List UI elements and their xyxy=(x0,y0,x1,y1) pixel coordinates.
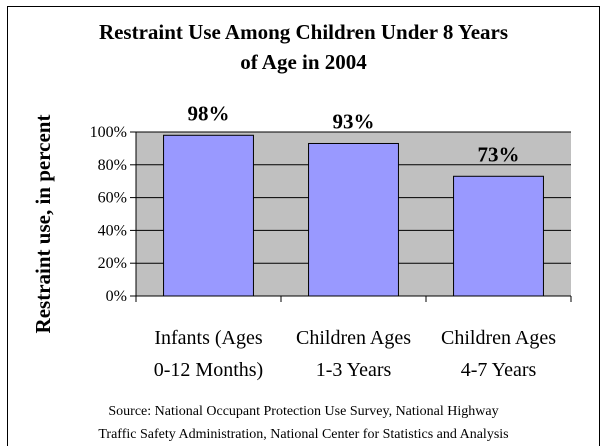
y-tick-label-2: 40% xyxy=(98,222,127,239)
data-label-0: 98% xyxy=(188,101,230,125)
y-tick-label-1: 20% xyxy=(98,255,127,272)
category-label-1-0: Children Ages xyxy=(296,327,411,349)
bar-1 xyxy=(308,142,399,297)
data-label-2: 73% xyxy=(478,142,520,166)
y-tick-label-5: 100% xyxy=(90,124,127,141)
data-label-1: 93% xyxy=(333,109,375,133)
category-label-1-1: 1-3 Years xyxy=(316,359,392,381)
source-line-2: Traffic Safety Administration, National … xyxy=(98,427,509,442)
source-line-1: Source: National Occupant Protection Use… xyxy=(108,404,499,419)
category-label-2-1: 4-7 Years xyxy=(461,359,537,381)
y-tick-label-3: 60% xyxy=(98,190,127,207)
bar-0 xyxy=(163,134,254,297)
category-label-2-0: Children Ages xyxy=(441,327,556,349)
bar-2 xyxy=(453,175,544,297)
y-axis-title: Restraint use, in percent xyxy=(31,115,55,334)
y-tick-label-0: 0% xyxy=(106,288,127,305)
category-label-0-1: 0-12 Months) xyxy=(154,359,263,381)
chart-title-line-1: Restraint Use Among Children Under 8 Yea… xyxy=(98,20,509,44)
category-label-0-0: Infants (Ages xyxy=(154,327,263,349)
y-tick-label-4: 80% xyxy=(98,157,127,174)
chart-title-line-2: of Age in 2004 xyxy=(240,50,367,74)
